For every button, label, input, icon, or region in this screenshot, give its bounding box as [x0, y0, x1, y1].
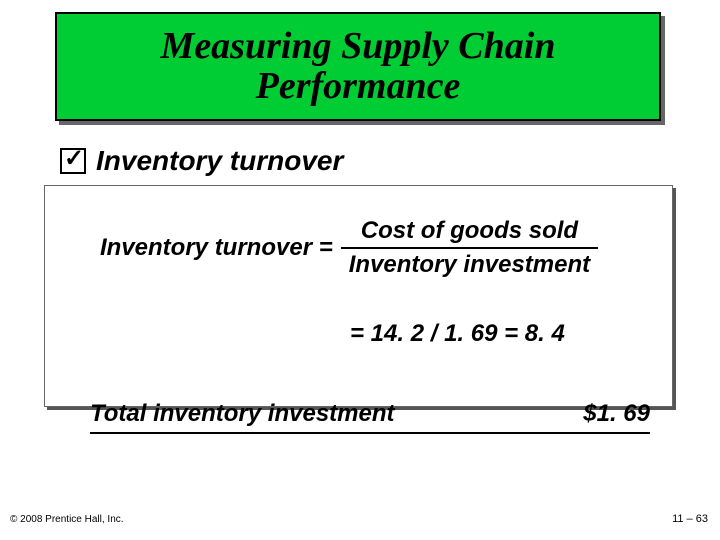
fraction-numerator: Cost of goods sold	[353, 215, 586, 247]
total-row: Total inventory investment $1. 69	[90, 400, 650, 434]
checkmark-icon: ✓	[64, 144, 84, 173]
page-title: Measuring Supply Chain Performance	[57, 27, 659, 107]
formula-row: Inventory turnover = Cost of goods sold …	[100, 215, 598, 281]
fraction-denominator: Inventory investment	[341, 249, 598, 281]
bullet-row: ✓ Inventory turnover	[60, 145, 343, 177]
page-number: 11 – 63	[672, 513, 708, 525]
formula-calculation: = 14. 2 / 1. 69 = 8. 4	[350, 320, 565, 348]
bullet-label: Inventory turnover	[96, 145, 343, 177]
formula-lhs: Inventory turnover =	[100, 234, 333, 262]
total-value: $1. 69	[583, 400, 650, 428]
title-box: Measuring Supply Chain Performance	[55, 12, 661, 121]
total-label: Total inventory investment	[90, 400, 395, 428]
copyright-text: © 2008 Prentice Hall, Inc.	[10, 514, 124, 525]
checkbox-icon: ✓	[60, 148, 86, 174]
formula-fraction: Cost of goods sold Inventory investment	[341, 215, 598, 281]
